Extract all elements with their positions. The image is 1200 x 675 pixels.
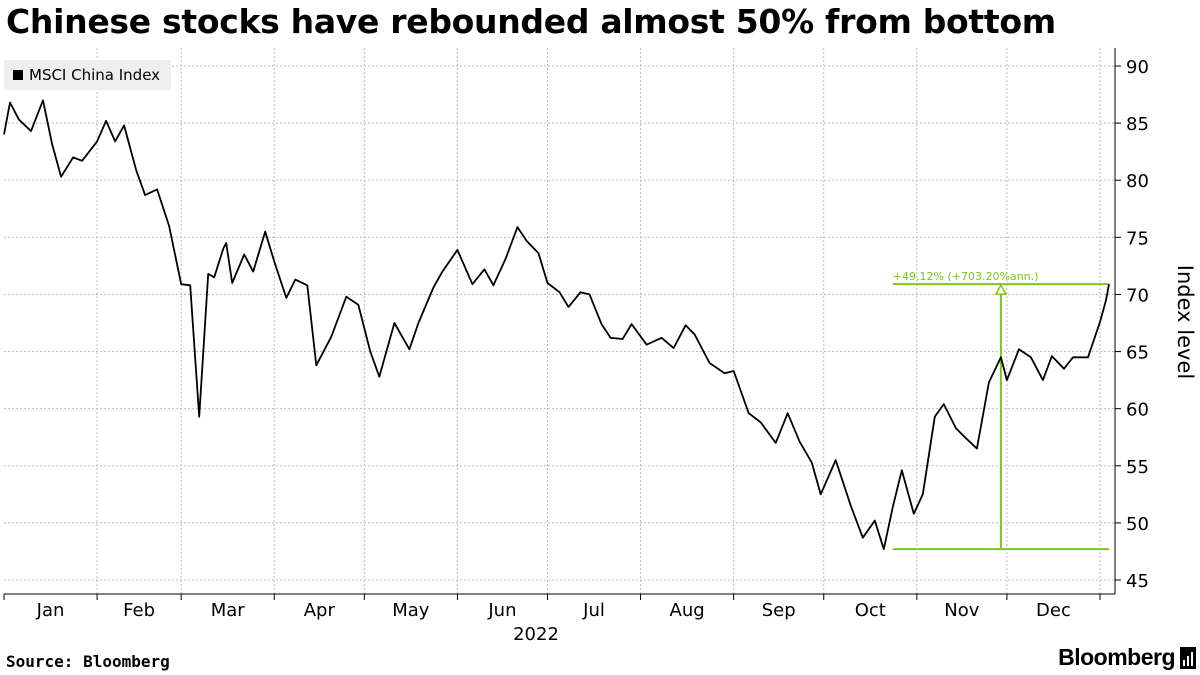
series-layer: [3, 99, 1110, 551]
x-tick-label: May: [392, 600, 430, 621]
y-tick-label: 75: [1126, 228, 1149, 249]
source-note: Source: Bloomberg: [6, 652, 170, 671]
brand-name: Bloomberg: [1058, 644, 1175, 670]
bloomberg-logo: Bloomberg: [1058, 644, 1196, 671]
year-label: 2022: [513, 624, 559, 645]
y-tick-label: 45: [1126, 571, 1149, 592]
change-annotation: +49.12% (+703.20%ann.): [892, 270, 1109, 551]
y-axis-label: Index level: [1173, 265, 1197, 379]
y-tick-label: 50: [1126, 514, 1149, 535]
x-tick-label: Jul: [582, 600, 605, 621]
x-tick-label: Jun: [487, 600, 516, 621]
legend-label: MSCI China Index: [29, 66, 161, 84]
y-tick-label: 90: [1126, 57, 1149, 78]
annotation-arrow-head: [994, 283, 1008, 295]
legend-swatch: [13, 70, 23, 80]
annotation-label: +49.12% (+703.20%ann.): [893, 270, 1039, 283]
y-tick-label: 65: [1126, 343, 1149, 364]
x-tick-label: Apr: [304, 600, 336, 621]
y-tick-label: 85: [1126, 114, 1149, 135]
x-tick-label: Jan: [36, 600, 65, 621]
y-tick-label: 55: [1126, 457, 1149, 478]
chart-title: Chinese stocks have rebounded almost 50%…: [6, 2, 1056, 41]
series-line-msci-china: [3, 99, 1110, 551]
x-tick-label: Feb: [123, 600, 155, 621]
x-tick-label: Dec: [1036, 600, 1071, 621]
y-tick-label: 70: [1126, 285, 1149, 306]
x-tick-label: Oct: [855, 600, 886, 621]
grid: [4, 48, 1115, 594]
axes: 45 50 55 60 65 70 75 80 85 90 Jan Feb Mar Apr May Jun Ju…: [3, 48, 1149, 621]
x-tick-label: Mar: [211, 600, 246, 621]
legend: MSCI China Index: [4, 60, 172, 90]
x-tick-label: Sep: [762, 600, 796, 621]
y-tick-label: 60: [1126, 400, 1149, 421]
x-tick-label: Nov: [944, 600, 979, 621]
y-tick-label: 80: [1126, 171, 1149, 192]
bloomberg-terminal-icon: [1180, 646, 1196, 669]
x-tick-label: Aug: [670, 600, 705, 621]
